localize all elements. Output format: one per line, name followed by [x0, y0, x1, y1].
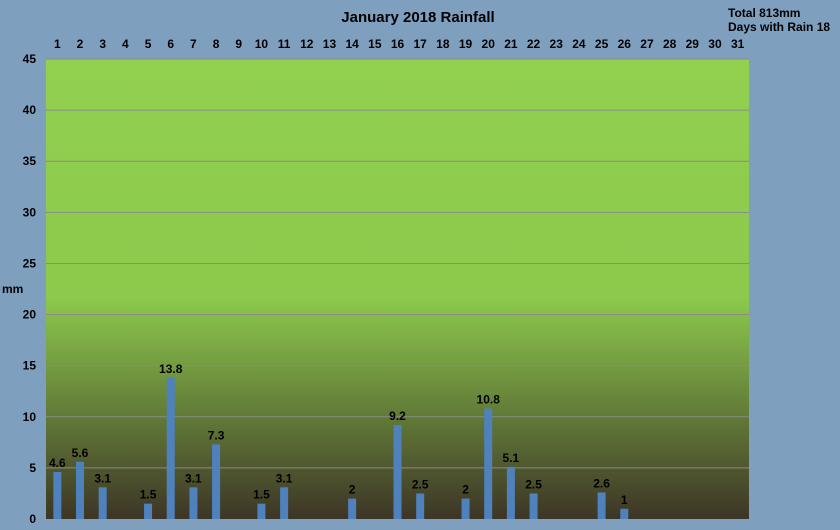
data-label: 2 [462, 483, 469, 497]
data-label: 5.6 [72, 446, 89, 460]
x-tick-label: 21 [504, 37, 518, 51]
x-tick-label: 31 [731, 37, 745, 51]
data-label: 3.1 [276, 471, 293, 485]
bar [597, 492, 606, 519]
x-tick-label: 10 [255, 37, 269, 51]
x-tick-label: 30 [708, 37, 722, 51]
y-tick-label: 30 [23, 205, 37, 219]
y-tick-label: 5 [29, 461, 36, 475]
bar [166, 377, 175, 519]
x-tick-label: 22 [527, 37, 541, 51]
x-tick-label: 3 [99, 37, 106, 51]
x-tick-label: 18 [436, 37, 450, 51]
x-tick-label: 24 [572, 37, 586, 51]
data-label: 1 [621, 493, 628, 507]
data-label: 7.3 [208, 428, 225, 442]
bar [212, 444, 221, 519]
x-tick-label: 4 [122, 37, 129, 51]
data-label: 1.5 [253, 488, 270, 502]
data-label: 1.5 [140, 488, 157, 502]
x-tick-label: 27 [640, 37, 654, 51]
x-tick-label: 16 [391, 37, 405, 51]
x-tick-label: 1 [54, 37, 61, 51]
bar [506, 466, 515, 519]
data-label: 13.8 [159, 362, 183, 376]
data-label: 2.6 [593, 476, 610, 490]
x-tick-label: 2 [77, 37, 84, 51]
y-tick-label: 15 [23, 359, 37, 373]
x-tick-label: 23 [550, 37, 564, 51]
data-label: 2.5 [412, 477, 429, 491]
bar [484, 408, 493, 519]
total-rainfall-text: Total 813mm [728, 6, 800, 20]
data-label: 2.5 [525, 477, 542, 491]
data-label: 2 [349, 483, 356, 497]
x-tick-label: 15 [368, 37, 382, 51]
x-tick-label: 7 [190, 37, 197, 51]
bar [53, 471, 62, 519]
bar [76, 461, 85, 519]
data-label: 3.1 [94, 471, 111, 485]
data-label: 3.1 [185, 471, 202, 485]
y-tick-label: 20 [23, 308, 37, 322]
x-tick-label: 9 [235, 37, 242, 51]
bar [529, 493, 538, 519]
data-label: 9.2 [389, 409, 406, 423]
bar [461, 498, 470, 519]
x-tick-label: 12 [300, 37, 314, 51]
x-tick-label: 26 [618, 37, 632, 51]
bar [416, 493, 425, 519]
x-tick-label: 14 [345, 37, 359, 51]
bar [144, 503, 153, 519]
bar [257, 503, 266, 519]
x-tick-label: 5 [145, 37, 152, 51]
x-tick-label: 8 [213, 37, 220, 51]
x-tick-label: 28 [663, 37, 677, 51]
x-tick-label: 19 [459, 37, 473, 51]
y-tick-label: 10 [23, 410, 37, 424]
x-tick-label: 20 [482, 37, 496, 51]
y-tick-label: 45 [23, 52, 37, 66]
y-tick-label: 40 [23, 103, 37, 117]
data-label: 10.8 [477, 393, 501, 407]
x-tick-label: 6 [167, 37, 174, 51]
y-tick-label: 25 [23, 256, 37, 270]
data-label: 4.6 [49, 456, 66, 470]
bar [393, 424, 402, 519]
bar [98, 487, 107, 519]
data-label: 5.1 [503, 451, 520, 465]
bar [189, 487, 198, 519]
rain-days-text: Days with Rain 18 [728, 20, 830, 34]
y-tick-label: 35 [23, 154, 37, 168]
y-tick-label: 0 [29, 512, 36, 526]
x-tick-label: 11 [278, 37, 291, 51]
bar [348, 498, 357, 519]
chart-title: January 2018 Rainfall [341, 9, 494, 26]
x-tick-label: 17 [413, 37, 427, 51]
y-axis-label: mm [2, 282, 23, 296]
x-tick-label: 13 [323, 37, 337, 51]
bar [280, 487, 289, 519]
x-tick-label: 25 [595, 37, 609, 51]
x-tick-label: 29 [686, 37, 700, 51]
bar [620, 508, 629, 519]
